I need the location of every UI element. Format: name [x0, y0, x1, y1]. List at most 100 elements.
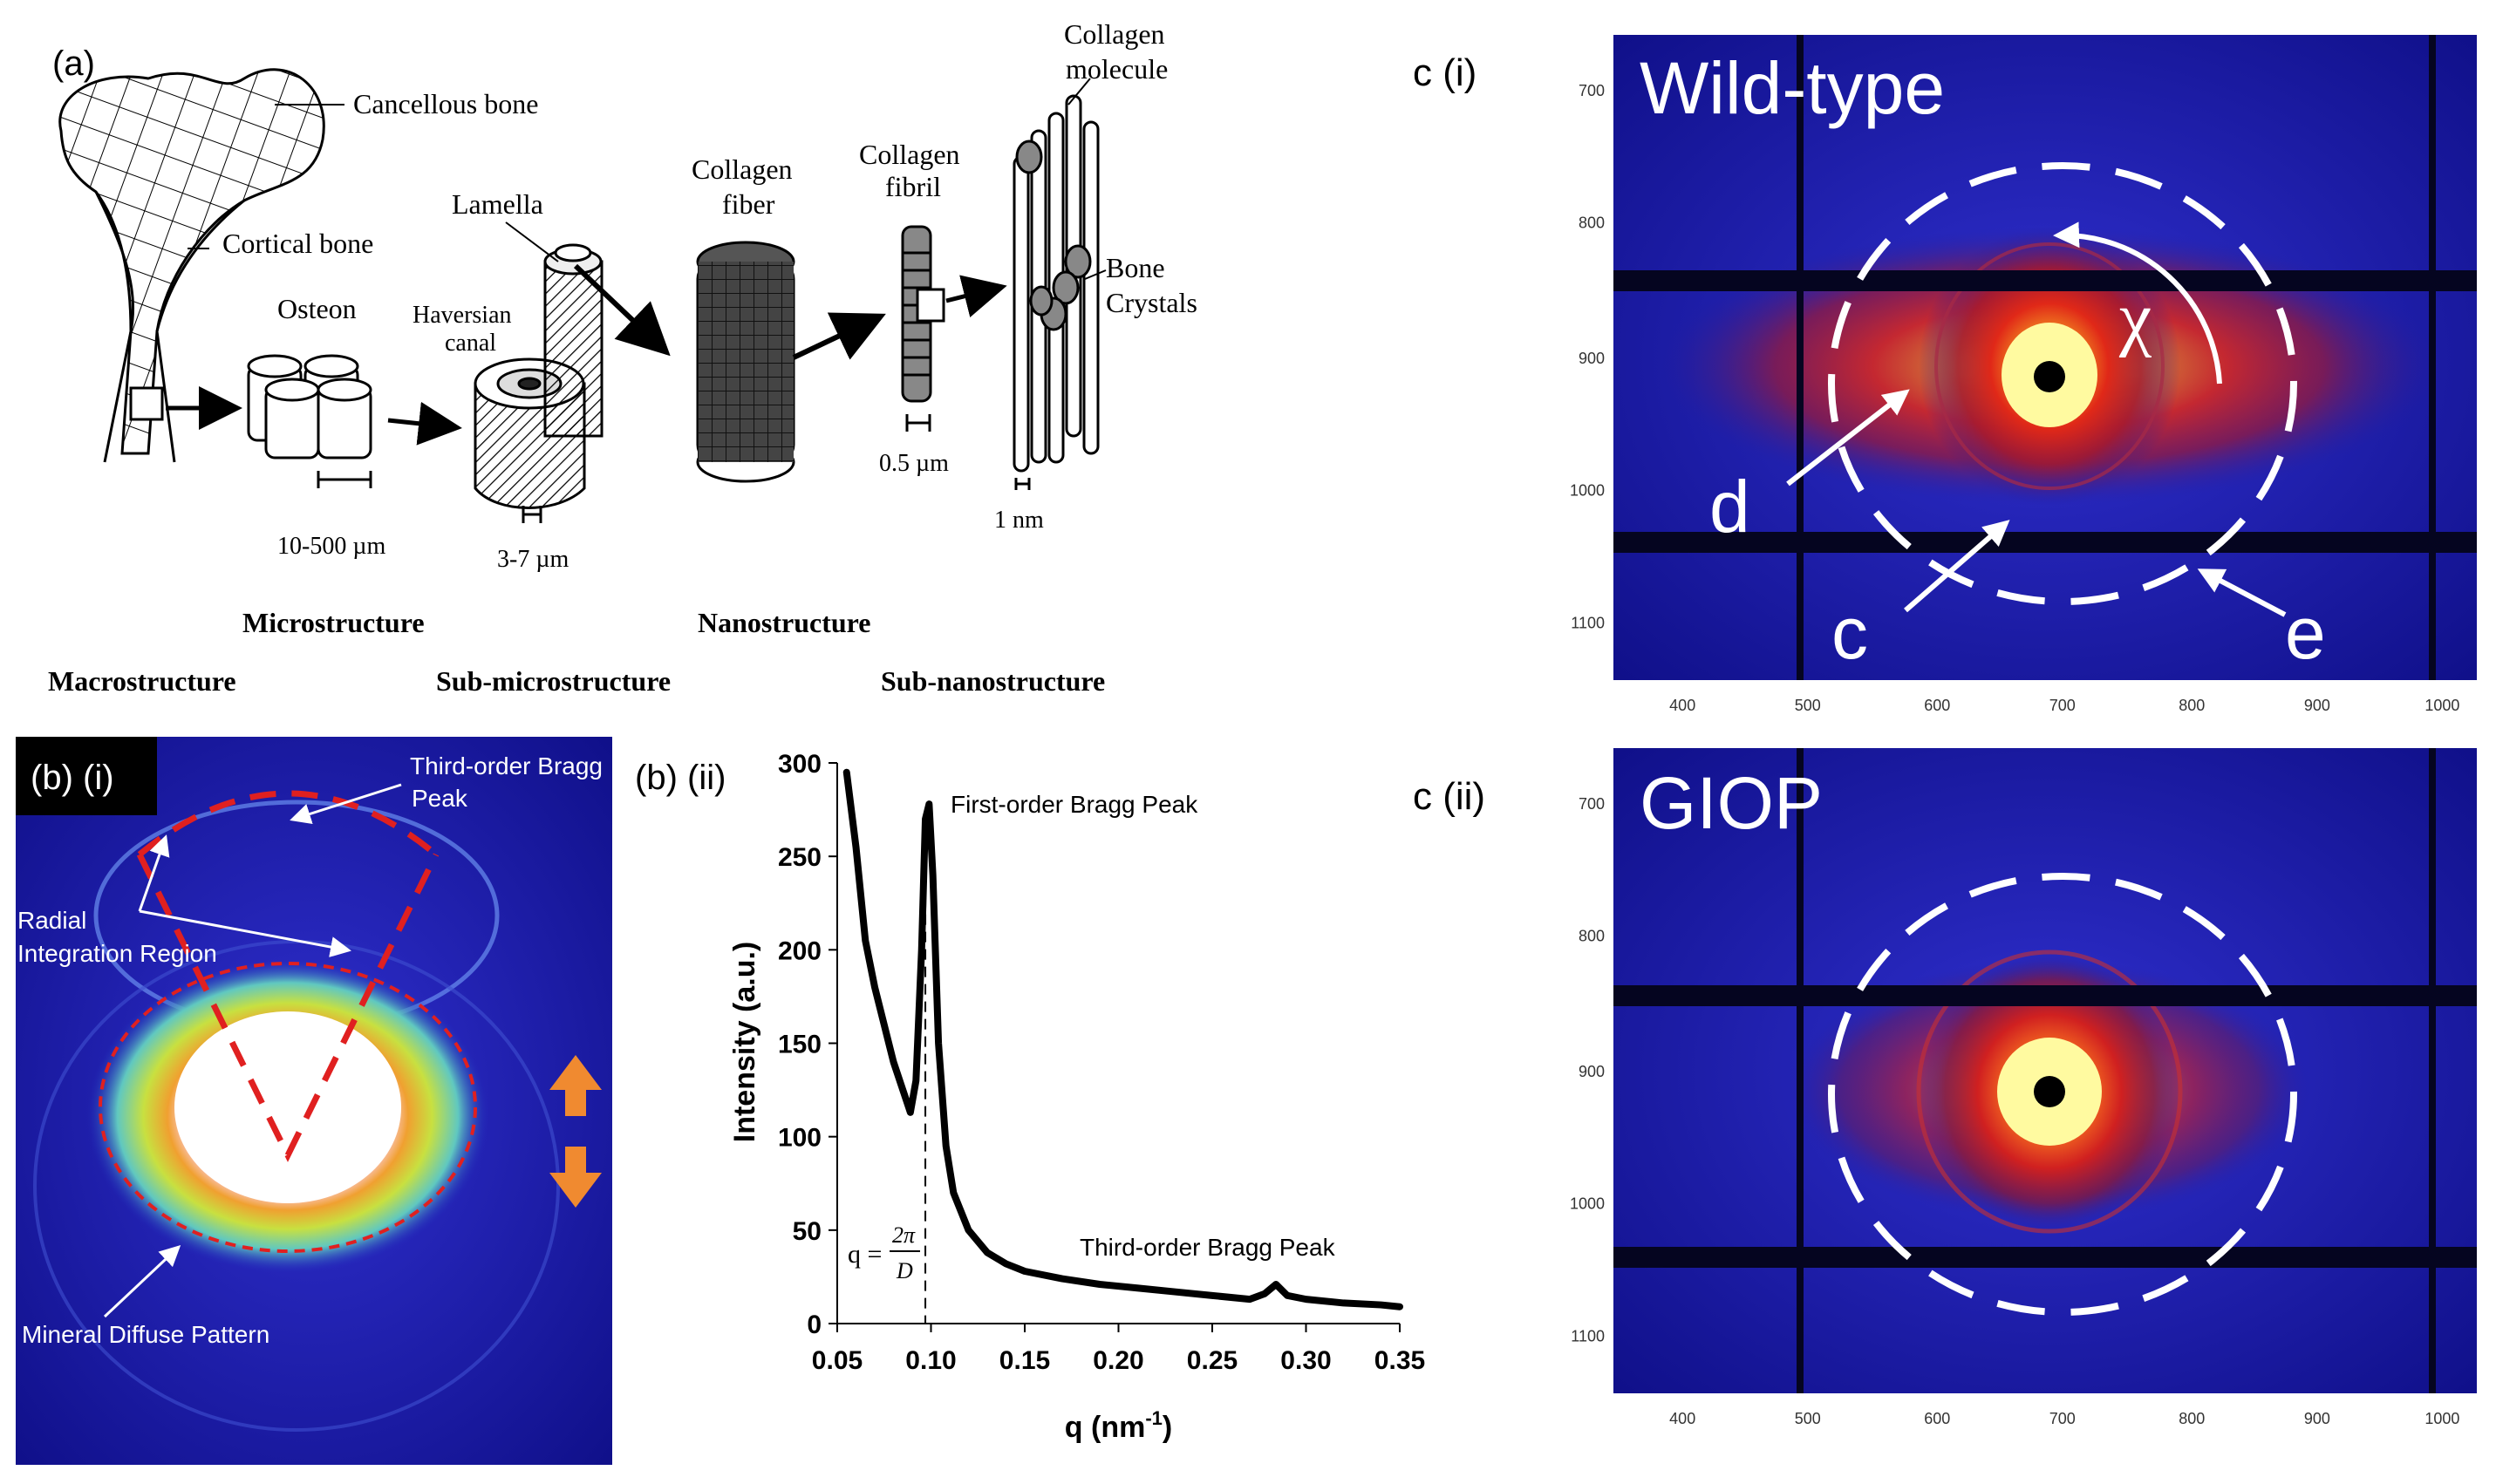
panel-c-i-label: c (i)	[1413, 51, 1476, 94]
lamella-scale: 3-7 µm	[497, 546, 569, 573]
mineral-boundary	[99, 962, 477, 1253]
panel-a-label: (a)	[52, 44, 95, 83]
detector-x-tick: 900	[2304, 697, 2330, 714]
y-tick-label: 100	[778, 1124, 822, 1153]
detector-y-tick: 900	[1579, 1063, 1605, 1080]
haversian-label-1: Haversian	[413, 302, 512, 329]
y-tick-label: 200	[778, 936, 822, 965]
bone-crystals-label-1: Bone	[1106, 252, 1165, 283]
level-sub-microstructure: Sub-microstructure	[436, 665, 671, 697]
bone-crystals-label-2: Crystals	[1106, 287, 1197, 318]
detector-y-tick: 800	[1579, 214, 1605, 232]
panel-a: (a) Cancellous bone Cortical bone	[48, 18, 1197, 697]
lamella-drawing	[474, 221, 604, 523]
detector-x-tick: 600	[1924, 1410, 1950, 1427]
svg-text:D: D	[896, 1258, 913, 1283]
collagen-fibril-label-1: Collagen	[859, 139, 960, 170]
detector-x-tick: 1000	[2424, 697, 2459, 714]
svg-text:q =: q =	[848, 1240, 882, 1269]
radial-label-2: Integration Region	[17, 940, 217, 967]
detector-x-tick: 800	[2179, 697, 2205, 714]
x-tick-label: 0.35	[1374, 1346, 1425, 1375]
x-tick-label: 0.05	[812, 1346, 863, 1375]
lamella-label: Lamella	[452, 188, 543, 220]
detector-y-tick: 700	[1579, 795, 1605, 813]
level-nanostructure: Nanostructure	[698, 607, 871, 638]
detector-x-tick: 800	[2179, 1410, 2205, 1427]
orientation-arrows	[549, 1055, 602, 1208]
osteon-drawing	[247, 354, 372, 488]
femur-drawing	[58, 68, 344, 463]
detector-x-tick: 400	[1669, 697, 1695, 714]
y-tick-label: 150	[778, 1031, 822, 1059]
detector-x-tick: 500	[1795, 1410, 1821, 1427]
q-formula: q = 2π D	[848, 1222, 920, 1283]
detector-y-tick: 700	[1579, 82, 1605, 99]
radial-label-1: Radial	[17, 907, 86, 934]
first-peak-label: First-order Bragg Peak	[951, 791, 1198, 818]
detector-y-tick: 1100	[1571, 614, 1605, 631]
mineral-label: Mineral Diffuse Pattern	[22, 1321, 269, 1348]
azimuthal-circle-giop	[1828, 873, 2297, 1316]
panel-b-ii-label: (b) (ii)	[635, 759, 726, 797]
detector-x-tick: 700	[2049, 697, 2076, 714]
x-tick-label: 0.25	[1187, 1346, 1238, 1375]
osteon-scale: 10-500 µm	[277, 533, 385, 560]
detector-x-tick: 900	[2304, 1410, 2330, 1427]
detector-x-tick: 400	[1669, 1410, 1695, 1427]
giop-axes: 700 800 900 1000 1100 400 500 600 700 800 900 1000	[1570, 795, 2459, 1427]
panel-b-i: (b) (i) Third-order Bragg Peak Radial In…	[16, 737, 612, 1465]
e-label: e	[2285, 592, 2326, 674]
haversian-label-2: canal	[445, 330, 496, 357]
detector-y-tick: 900	[1579, 350, 1605, 367]
y-tick-label: 250	[778, 843, 822, 872]
panel-b-i-label: (b) (i)	[31, 759, 114, 797]
x-tick-label: 0.30	[1280, 1346, 1331, 1375]
collagen-molecule-label-1: Collagen	[1064, 18, 1165, 50]
y-tick-label: 50	[793, 1217, 822, 1246]
fibril-scale: 0.5 µm	[879, 450, 949, 477]
c-label: c	[1831, 592, 1868, 674]
osteon-label: Osteon	[277, 293, 357, 324]
detector-y-tick: 800	[1579, 928, 1605, 945]
cortical-label: Cortical bone	[222, 228, 373, 259]
intensity-curve	[842, 768, 1403, 1310]
collagen-molecule-drawing	[1013, 78, 1107, 490]
collagen-fibril-drawing	[901, 225, 945, 432]
detector-y-tick: 1100	[1571, 1327, 1605, 1344]
integration-region	[136, 853, 440, 1162]
y-tick-label: 300	[778, 750, 822, 779]
svg-text:2π: 2π	[892, 1222, 916, 1248]
level-microstructure: Microstructure	[242, 607, 425, 638]
detector-x-tick: 700	[2049, 1410, 2076, 1427]
cancellous-label: Cancellous bone	[353, 88, 538, 119]
collagen-fiber-label-1: Collagen	[692, 153, 793, 185]
panel-c-i: c (i) Wild-type χ d c e 700 800 900 1000 110…	[1413, 35, 2477, 714]
third-peak-label: Third-order Bragg Peak	[1080, 1234, 1336, 1261]
x-tick-label: 0.10	[905, 1346, 956, 1375]
collagen-molecule-label-2: molecule	[1066, 53, 1168, 85]
detector-y-tick: 1000	[1570, 1195, 1605, 1213]
panel-c-ii-label: c (ii)	[1413, 775, 1485, 818]
detector-x-tick: 500	[1795, 697, 1821, 714]
y-axis-label: Intensity (a.u.)	[728, 942, 761, 1142]
chi-label: χ	[2118, 277, 2152, 358]
y-tick-label: 0	[807, 1310, 822, 1339]
molecule-scale: 1 nm	[994, 507, 1044, 534]
detector-x-tick: 600	[1924, 697, 1950, 714]
collagen-fiber-drawing	[696, 241, 795, 483]
intensity-chart: 0 50 100 150 200 250 300 0.05 0.10 0.15 0.20 0.25 0.…	[728, 750, 1425, 1444]
level-macrostructure: Macrostructure	[48, 665, 236, 697]
wild-type-title: Wild-type	[1640, 47, 1945, 129]
x-tick-label: 0.15	[999, 1346, 1050, 1375]
collagen-fibril-label-2: fibril	[885, 171, 941, 202]
collagen-fiber-label-2: fiber	[722, 188, 775, 220]
x-tick-label: 0.20	[1093, 1346, 1143, 1375]
third-order-label-1: Third-order Bragg	[410, 752, 603, 779]
azimuthal-circle	[1828, 162, 2297, 605]
d-label: d	[1709, 466, 1750, 548]
wild-type-axes: 700 800 900 1000 1100 400 500 600 700 800 900 1000	[1570, 82, 2459, 714]
